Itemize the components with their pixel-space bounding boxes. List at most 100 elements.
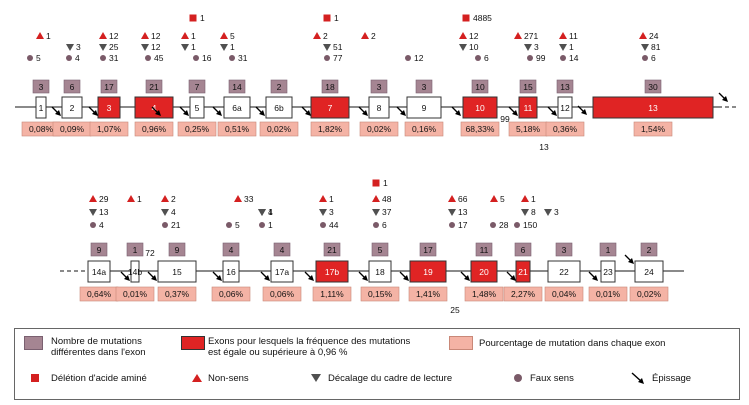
percent-value: 68,33% [466, 124, 495, 134]
missense-icon [475, 55, 481, 61]
splicing-arrow-icon [151, 275, 157, 281]
legend-deletion-label: Délétion d'acide aminé [51, 373, 147, 384]
exon-label: 2 [70, 103, 75, 113]
exon-label: 17a [275, 267, 289, 277]
mutation-count-box [145, 79, 163, 94]
percent-box [217, 121, 257, 137]
missense-count: 4 [99, 220, 104, 230]
exon-label: 6b [274, 103, 284, 113]
mutation-count-box [599, 242, 617, 257]
legend-percent-label: Pourcentage de mutation dans chaque exon [479, 338, 666, 349]
exon-box [61, 96, 83, 119]
nonsense-icon [372, 195, 380, 202]
frameshift-count: 13 [99, 207, 109, 217]
missense-icon [527, 55, 533, 61]
mutation-count-box [370, 79, 388, 94]
percent-box [157, 286, 197, 302]
mutation-count-box [519, 79, 537, 94]
splicing-arrow-icon [455, 110, 461, 116]
missense-count: 4 [75, 53, 80, 63]
mutation-count-value: 10 [475, 82, 485, 92]
frameshift-count: 1 [268, 207, 273, 217]
percent-box [408, 286, 448, 302]
exon-box [134, 96, 174, 119]
exon-label: 6a [232, 103, 242, 113]
mutation-count-value: 3 [39, 82, 44, 92]
frameshift-icon [99, 44, 107, 51]
missense-count: 44 [329, 220, 339, 230]
deletion-icon [323, 14, 331, 22]
percent-box [177, 121, 217, 137]
frameshift-icon [319, 209, 327, 216]
frameshift-count: 3 [76, 42, 81, 52]
exon-label: 22 [559, 267, 569, 277]
mutation-count-value: 11 [480, 245, 489, 255]
percent-value: 2,27% [511, 289, 536, 299]
frameshift-icon [521, 209, 529, 216]
nonsense-icon [220, 32, 228, 39]
percent-value: 0,09% [60, 124, 85, 134]
splicing-arrow-icon [155, 110, 161, 116]
exon-box [518, 96, 538, 119]
exon-label: 4 [152, 103, 157, 113]
missense-count: 6 [382, 220, 387, 230]
nonsense-count: 1 [137, 194, 142, 204]
nonsense-count: 12 [469, 31, 479, 41]
mutation-count-box [273, 242, 291, 257]
exon-label: 14a [92, 267, 106, 277]
frameshift-icon [311, 374, 321, 382]
mutation-count-value: 15 [523, 82, 533, 92]
frameshift-count: 3 [329, 207, 334, 217]
splicing-arrow-icon [362, 110, 368, 116]
exon-box [310, 96, 350, 119]
splicing-arrow-icon [581, 109, 587, 115]
splicing-arrow-icon [55, 110, 61, 116]
exon-label: 11 [524, 103, 533, 113]
nonsense-icon [181, 32, 189, 39]
missense-count: 77 [333, 53, 343, 63]
nonsense-count: 12 [151, 31, 161, 41]
mutation-count-value: 30 [648, 82, 658, 92]
splicing-arrow-icon [264, 275, 270, 281]
mutation-count-box [475, 242, 493, 257]
nonsense-icon [192, 374, 202, 382]
frameshift-count: 1 [230, 42, 235, 52]
percent-box [464, 286, 504, 302]
frameshift-icon [323, 44, 331, 51]
deletion-icon [189, 14, 197, 22]
splicing-arrow-icon [722, 96, 728, 102]
frameshift-count: 1 [569, 42, 574, 52]
nonsense-count: 271 [524, 31, 538, 41]
percent-box [312, 286, 352, 302]
mutation-count-box [644, 79, 662, 94]
frameshift-count: 8 [531, 207, 536, 217]
percent-value: 0,36% [553, 124, 578, 134]
missense-count: 31 [109, 53, 119, 63]
nonsense-icon [36, 32, 44, 39]
percent-value: 0,02% [637, 289, 662, 299]
missense-count: 21 [171, 220, 181, 230]
intron-position-label: 13 [539, 142, 549, 152]
exon-box [87, 260, 111, 283]
exon-box [189, 96, 205, 119]
percent-value: 0,08% [29, 124, 54, 134]
nonsense-count: 12 [109, 31, 119, 41]
nonsense-count: 1 [46, 31, 51, 41]
nonsense-icon [234, 195, 242, 202]
exon-box [223, 96, 251, 119]
frameshift-count: 3 [534, 42, 539, 52]
legend-nonsense-label: Non-sens [208, 373, 249, 384]
exon-label: 13 [648, 103, 658, 113]
percent-box [89, 121, 129, 137]
mutation-count-box [228, 79, 246, 94]
exon-box [35, 96, 47, 119]
frameshift-icon [89, 209, 97, 216]
nonsense-icon [448, 195, 456, 202]
deletion-count: 1 [383, 178, 388, 188]
percent-value: 1,07% [97, 124, 122, 134]
nonsense-icon [514, 32, 522, 39]
missense-count: 99 [536, 53, 546, 63]
percent-box [310, 121, 350, 137]
frameshift-count: 4 [171, 207, 176, 217]
legend-mutation-count-label: Nombre de mutations différentes dans l'e… [51, 336, 146, 358]
